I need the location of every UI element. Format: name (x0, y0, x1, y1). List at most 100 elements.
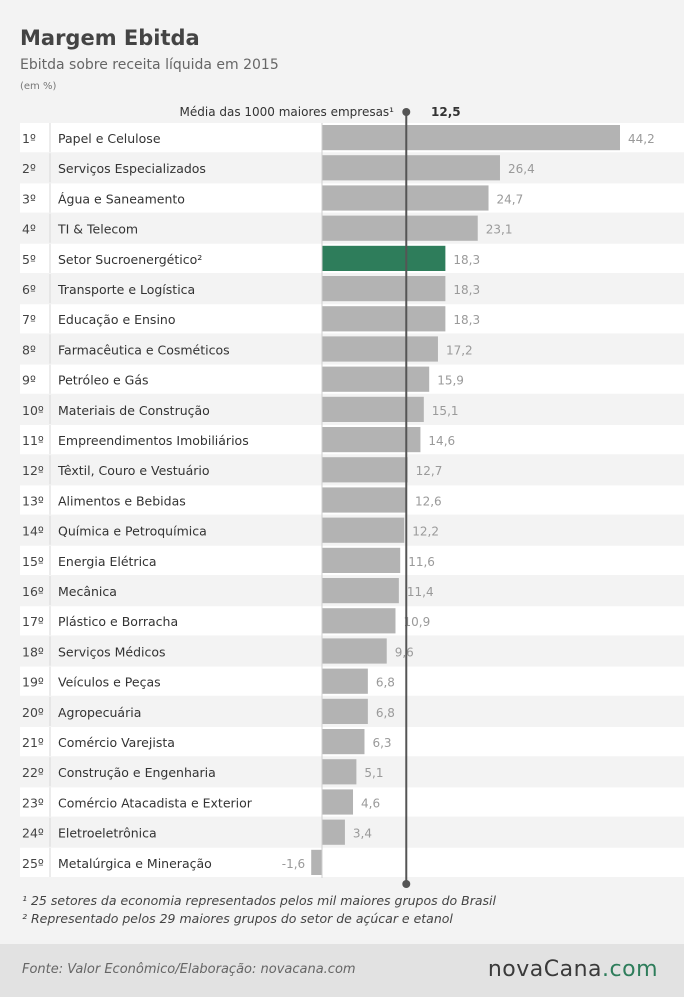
value-label: 11,6 (408, 555, 435, 569)
bar (322, 457, 408, 483)
unit-label: (em %) (20, 81, 57, 92)
category-label: TI & Telecom (57, 222, 138, 237)
category-label: Papel e Celulose (58, 131, 161, 146)
value-label: 6,3 (372, 736, 391, 750)
bar (322, 396, 424, 422)
rank-label: 12º (22, 463, 44, 478)
category-label: Educação e Ensino (58, 312, 175, 327)
value-label: 23,1 (486, 223, 513, 237)
category-label: Veículos e Peças (58, 675, 161, 690)
footer-bar: Fonte: Valor Econômico/Elaboração: novac… (0, 944, 684, 997)
rank-label: 25º (22, 856, 44, 871)
value-label: 5,1 (364, 766, 383, 780)
value-label: 12,6 (415, 494, 442, 508)
rank-label: 20º (22, 705, 44, 720)
category-label: Materiais de Construção (58, 403, 210, 418)
value-label: 10,9 (403, 615, 430, 629)
category-label: Química e Petroquímica (58, 524, 207, 539)
rank-label: 3º (22, 191, 36, 206)
category-label: Mecânica (58, 584, 117, 599)
footnote-1: ¹ 25 setores da economia representados p… (22, 893, 496, 908)
value-label: 44,2 (628, 132, 655, 146)
rank-label: 8º (22, 342, 36, 357)
rank-label: 24º (22, 826, 44, 841)
bar (322, 729, 365, 755)
value-label: 6,8 (376, 706, 395, 720)
category-label: Têxtil, Couro e Vestuário (57, 463, 210, 478)
chart-subtitle: Ebitda sobre receita líquida em 2015 (20, 57, 279, 73)
bar (322, 155, 500, 181)
rank-label: 5º (22, 252, 36, 267)
value-label: 17,2 (446, 343, 473, 357)
value-label: 18,3 (453, 313, 480, 327)
rank-label: 22º (22, 765, 44, 780)
value-label: 26,4 (508, 162, 535, 176)
average-line-top-dot (402, 108, 411, 116)
average-line-value: 12,5 (431, 105, 461, 119)
bar (322, 336, 438, 362)
category-label: Energia Elétrica (58, 554, 157, 569)
bar-highlight (322, 245, 446, 271)
rank-label: 4º (22, 222, 36, 237)
source-text: Fonte: Valor Econômico/Elaboração: novac… (22, 962, 356, 977)
brand-suffix: .com (602, 957, 658, 982)
value-label: 24,7 (497, 192, 524, 206)
bar (322, 125, 620, 151)
value-label: 12,2 (412, 525, 439, 539)
bar (322, 789, 354, 815)
brand-name: novaCana (487, 957, 603, 982)
bar (322, 487, 407, 513)
value-label: 15,9 (437, 374, 464, 388)
average-line-label: Média das 1000 maiores empresas¹ (179, 105, 395, 119)
rank-label: 7º (22, 312, 36, 327)
bar (311, 849, 322, 875)
category-label: Transporte e Logística (57, 282, 195, 297)
value-label: 3,4 (353, 827, 372, 841)
bar (322, 759, 357, 785)
category-label: Farmacêutica e Cosméticos (58, 342, 230, 357)
value-label: 15,1 (432, 404, 459, 418)
bar (322, 819, 345, 845)
bar (322, 547, 401, 573)
value-label: 6,8 (376, 676, 395, 690)
average-line-bottom-dot (402, 880, 411, 888)
bar (322, 578, 399, 604)
rank-label: 2º (22, 161, 36, 176)
category-label: Metalúrgica e Mineração (58, 856, 212, 871)
rank-label: 14º (22, 524, 44, 539)
category-label: Serviços Especializados (58, 161, 206, 176)
bar-chart: 1º Papel e Celulose 44,2 2º Serviços Especia… (20, 108, 684, 888)
rank-label: 1º (22, 131, 36, 146)
category-label: Empreendimentos Imobiliários (58, 433, 249, 448)
rank-label: 17º (22, 614, 44, 629)
bar (322, 698, 368, 724)
rank-label: 16º (22, 584, 44, 599)
rank-label: 10º (22, 403, 44, 418)
rank-label: 13º (22, 493, 44, 508)
category-label: Serviços Médicos (58, 644, 166, 659)
rank-label: 18º (22, 644, 44, 659)
bar (322, 185, 489, 211)
brand-logo: novaCana.com (488, 957, 658, 982)
value-label: -1,6 (282, 857, 305, 871)
rank-label: 6º (22, 282, 36, 297)
chart-title: Margem Ebitda (20, 26, 200, 50)
bar (322, 215, 478, 241)
bar (322, 427, 421, 453)
category-label: Comércio Atacadista e Exterior (58, 795, 253, 810)
value-label: 9,6 (395, 645, 414, 659)
category-label: Plástico e Borracha (58, 614, 178, 629)
row-background (20, 817, 684, 847)
value-label: 18,3 (453, 283, 480, 297)
rank-label: 23º (22, 795, 44, 810)
value-label: 11,4 (407, 585, 434, 599)
category-label: Agropecuária (58, 705, 141, 720)
bar (322, 668, 368, 694)
category-label: Comércio Varejista (58, 735, 175, 750)
bar (322, 638, 387, 664)
value-label: 4,6 (361, 796, 380, 810)
rank-label: 19º (22, 675, 44, 690)
bar (322, 366, 430, 392)
bar (322, 517, 405, 543)
value-label: 18,3 (453, 253, 480, 267)
